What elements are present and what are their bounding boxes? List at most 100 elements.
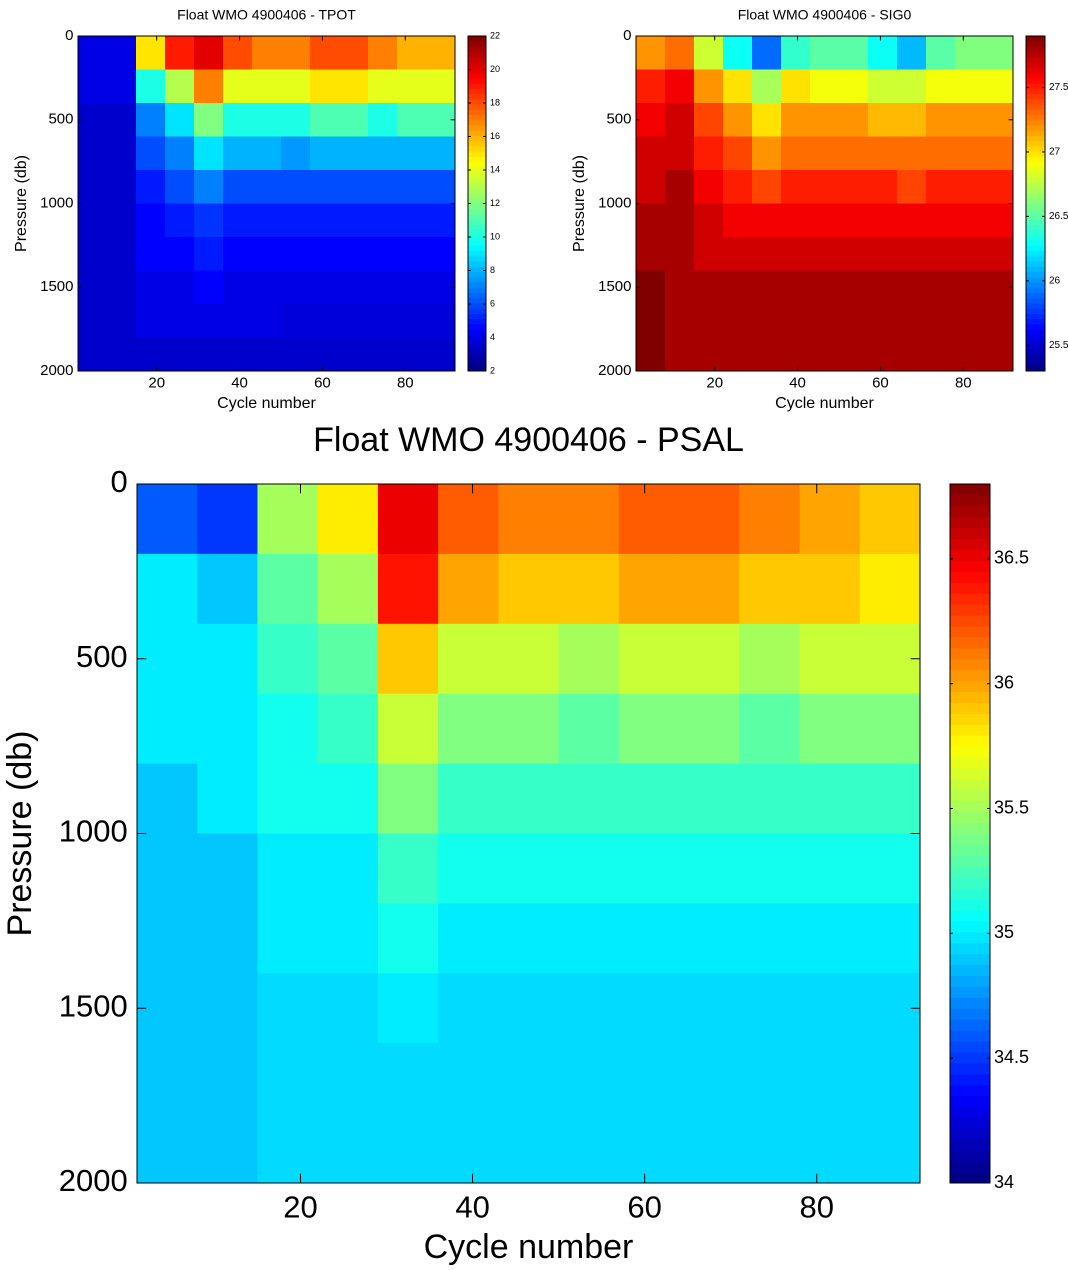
colorbar-segment	[950, 1019, 990, 1031]
heatmap-cell	[136, 136, 166, 171]
colorbar-tick-label: 20	[490, 64, 500, 74]
colorbar-segment	[950, 604, 990, 616]
heatmap-cell	[665, 36, 695, 70]
colorbar-segment	[1026, 98, 1045, 105]
colorbar-segment	[1026, 56, 1045, 63]
heatmap-cell	[868, 270, 898, 305]
heatmap-cell	[558, 484, 620, 555]
colorbar-segment	[1026, 124, 1045, 131]
colorbar-segment	[950, 986, 990, 998]
heatmap-cell	[137, 623, 198, 695]
colorbar-segment	[950, 975, 990, 987]
heatmap-cell	[618, 833, 680, 904]
heatmap-cell	[679, 1043, 740, 1114]
colorbar-tick-label: 2	[490, 365, 495, 375]
heatmap-cell	[810, 304, 840, 338]
heatmap-cell	[281, 103, 311, 137]
colorbar-segment	[950, 636, 990, 649]
heatmap-cell	[257, 484, 319, 555]
heatmap-cell	[107, 237, 137, 271]
heatmap-cell	[498, 484, 560, 555]
heatmap-cell	[257, 1113, 319, 1183]
heatmap-cell	[723, 170, 753, 204]
colorbar-segment	[468, 339, 486, 346]
heatmap-cell	[859, 833, 920, 904]
heatmap-cell	[781, 36, 811, 70]
heatmap-cell	[194, 203, 224, 238]
heatmap-cell	[739, 833, 801, 904]
colorbar-segment	[950, 822, 990, 834]
colorbar-segment	[468, 282, 486, 288]
heatmap-cell	[397, 270, 427, 305]
heatmap-cell	[194, 69, 224, 104]
colorbar-segment	[1026, 203, 1045, 210]
colorbar-segment	[950, 615, 990, 627]
heatmap-cell	[665, 69, 695, 104]
colorbar-segment	[1026, 83, 1045, 89]
heatmap-cell	[868, 69, 898, 104]
heatmap-cell	[317, 973, 379, 1044]
colorbar-segment	[468, 193, 486, 199]
heatmap-cell	[107, 337, 137, 371]
colorbar-segment	[950, 757, 990, 769]
heatmap-cell	[310, 203, 340, 238]
colorbar-segment	[468, 182, 486, 189]
colorbar-segment	[1026, 297, 1045, 304]
heatmap-cell	[636, 304, 666, 338]
colorbar-segment	[468, 177, 486, 184]
heatmap-cell	[810, 36, 840, 70]
heatmap-cell	[397, 170, 427, 204]
heatmap-cell	[897, 237, 927, 271]
heatmap-cell	[618, 973, 680, 1044]
colorbar-segment	[950, 855, 990, 867]
heatmap-cell	[257, 553, 319, 625]
colorbar-segment	[468, 62, 486, 68]
x-tick-label: 60	[872, 375, 889, 392]
x-tick-label: 40	[455, 1190, 489, 1225]
colorbar-segment	[468, 271, 486, 278]
heatmap-cell	[799, 693, 861, 765]
heatmap-cell	[926, 136, 956, 171]
colorbar-segment	[950, 833, 990, 845]
heatmap-cell	[679, 693, 740, 765]
colorbar-segment	[950, 964, 990, 976]
x-tick-label: 80	[397, 375, 414, 392]
heatmap-cell	[558, 623, 620, 695]
heatmap-cell	[859, 1113, 920, 1183]
heatmap-cell	[839, 337, 869, 371]
heatmap-cell	[498, 763, 560, 834]
heatmap-cell	[136, 270, 166, 305]
heatmap-cell	[339, 69, 369, 104]
heatmap-cell	[636, 203, 666, 238]
heatmap-cell	[223, 103, 253, 137]
colorbar-segment	[468, 318, 486, 325]
heatmap-cell	[859, 1043, 920, 1114]
heatmap-cell	[984, 304, 1013, 338]
heatmap-cell	[926, 337, 956, 371]
y-tick-label: 1000	[59, 814, 128, 849]
heatmap-cell	[859, 763, 920, 834]
colorbar-segment	[468, 266, 486, 273]
heatmap-cell	[752, 136, 782, 171]
heatmap-cell	[665, 203, 695, 238]
heatmap-cell	[317, 1043, 379, 1114]
colorbar-segment	[1026, 36, 1045, 42]
colorbar-segment	[468, 98, 486, 105]
heatmap-cell	[194, 136, 224, 171]
heatmap-cell	[339, 203, 369, 238]
heatmap-cell	[438, 1113, 499, 1183]
colorbar-segment	[468, 161, 486, 168]
colorbar-segment	[950, 549, 990, 561]
heatmap-cell	[926, 203, 956, 238]
heatmap-cell	[397, 237, 427, 271]
colorbar-segment	[1026, 119, 1045, 126]
heatmap-cell	[426, 237, 455, 271]
colorbar-segment	[950, 484, 990, 496]
heatmap-cell	[618, 484, 680, 555]
colorbar-segment	[950, 953, 990, 966]
colorbar-segment	[1026, 240, 1045, 246]
heatmap-cell	[984, 36, 1013, 70]
heatmap-cell	[723, 304, 753, 338]
heatmap-cell	[368, 270, 398, 305]
heatmap-cell	[197, 623, 258, 695]
